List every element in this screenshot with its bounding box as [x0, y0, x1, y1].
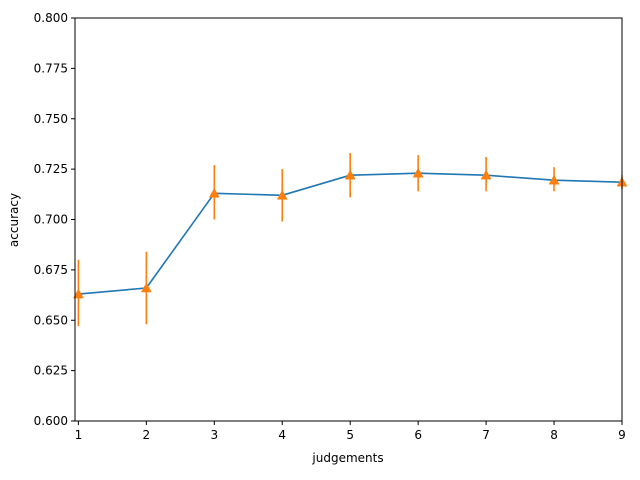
plot-area: [72, 153, 628, 327]
data-point-marker: [412, 167, 424, 178]
y-tick-label: 0.650: [34, 313, 68, 327]
x-tick-label: 6: [414, 428, 422, 442]
data-point-marker: [208, 187, 220, 198]
x-tick-label: 2: [143, 428, 151, 442]
data-point-marker: [72, 288, 84, 299]
data-point-marker: [480, 169, 492, 180]
y-tick-label: 0.700: [34, 213, 68, 227]
x-tick-label: 9: [618, 428, 626, 442]
y-tick-label: 0.750: [34, 112, 68, 126]
y-tick-label: 0.600: [34, 414, 68, 428]
y-tick-label: 0.675: [34, 263, 68, 277]
x-tick-label: 3: [210, 428, 218, 442]
data-point-marker: [276, 189, 288, 200]
x-tick-label: 4: [278, 428, 286, 442]
y-tick-label: 0.800: [34, 11, 68, 25]
x-tick-label: 8: [550, 428, 558, 442]
data-point-marker: [344, 169, 356, 180]
y-tick-label: 0.725: [34, 162, 68, 176]
data-point-marker: [548, 174, 560, 185]
x-tick-label: 5: [346, 428, 354, 442]
y-axis-label: accuracy: [7, 193, 21, 247]
x-tick-label: 1: [75, 428, 83, 442]
axis-ticks: 1 2 3 4 5 6 7 8 9 0.600 0.625 0.650 0.675 0.700 0.725 0…: [34, 11, 626, 442]
x-axis-label: judgements: [311, 451, 383, 465]
y-tick-label: 0.625: [34, 364, 68, 378]
data-point-marker: [140, 282, 152, 293]
y-tick-label: 0.775: [34, 61, 68, 75]
plot-frame: [74, 17, 623, 422]
x-tick-label: 7: [482, 428, 490, 442]
